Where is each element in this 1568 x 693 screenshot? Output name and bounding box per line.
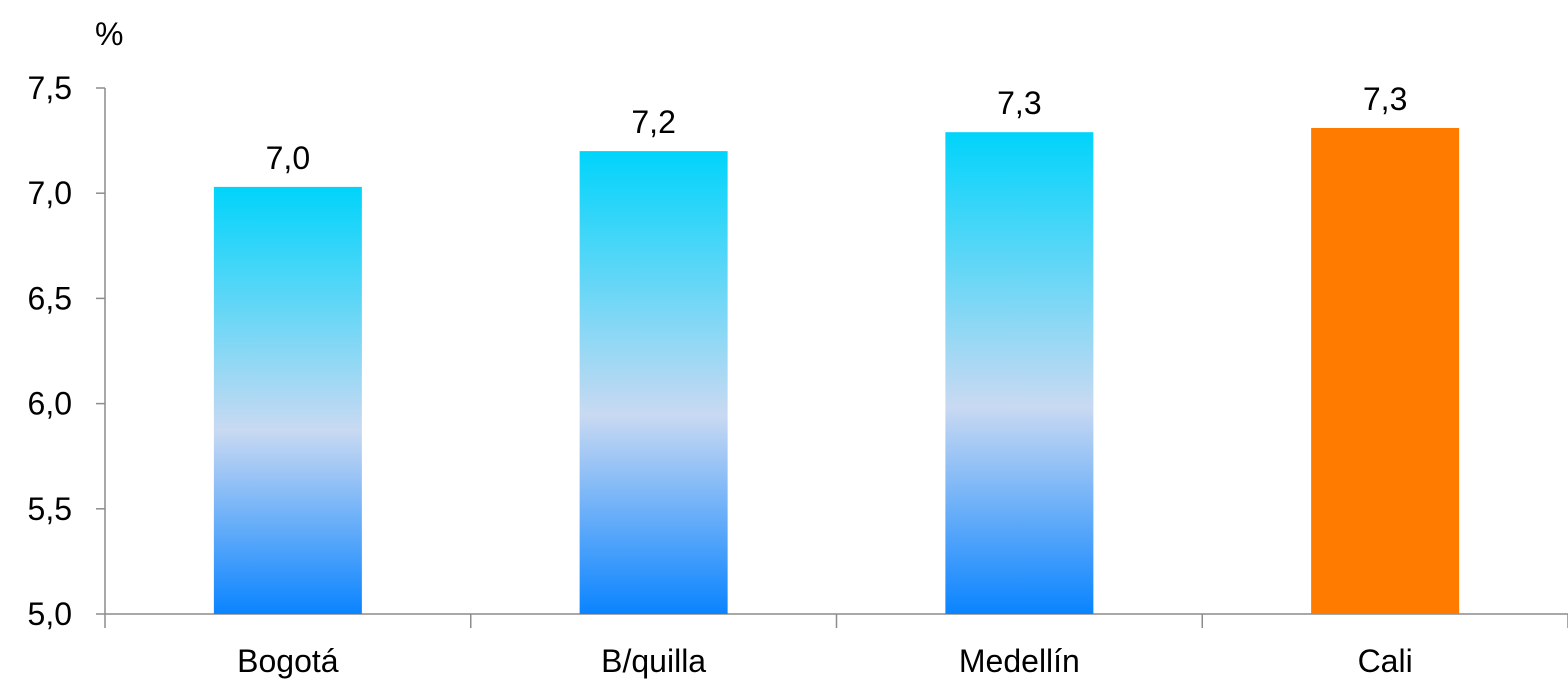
category-labels: Bogotá B/quilla Medellín Cali: [237, 643, 1413, 679]
x-tick-label: Cali: [1358, 643, 1413, 679]
bars: [213, 127, 1460, 614]
data-label: 7,2: [631, 104, 675, 140]
y-tick-label: 6,5: [28, 280, 72, 316]
bar-cali: [1311, 127, 1460, 614]
bar-b-quilla: [579, 151, 728, 614]
bar-bogot-: [213, 186, 362, 614]
x-tick-label: Bogotá: [237, 643, 339, 679]
data-label: 7,0: [266, 140, 310, 176]
x-axis: [104, 613, 1568, 628]
y-unit-label: %: [95, 16, 123, 52]
y-axis: 5,0 5,5 6,0 6,5 7,0 7,5: [28, 70, 106, 632]
data-label: 7,3: [1363, 81, 1407, 117]
data-label: 7,3: [997, 85, 1041, 121]
bar-medell-n: [945, 132, 1094, 614]
x-tick-label: Medellín: [959, 643, 1080, 679]
y-tick-label: 7,5: [28, 70, 72, 106]
y-tick-label: 7,0: [28, 175, 72, 211]
y-tick-label: 5,0: [28, 596, 72, 632]
value-labels: 7,0 7,2 7,3 7,3: [266, 81, 1408, 176]
y-tick-label: 6,0: [28, 386, 72, 422]
x-tick-label: B/quilla: [601, 643, 706, 679]
y-tick-label: 5,5: [28, 491, 72, 527]
